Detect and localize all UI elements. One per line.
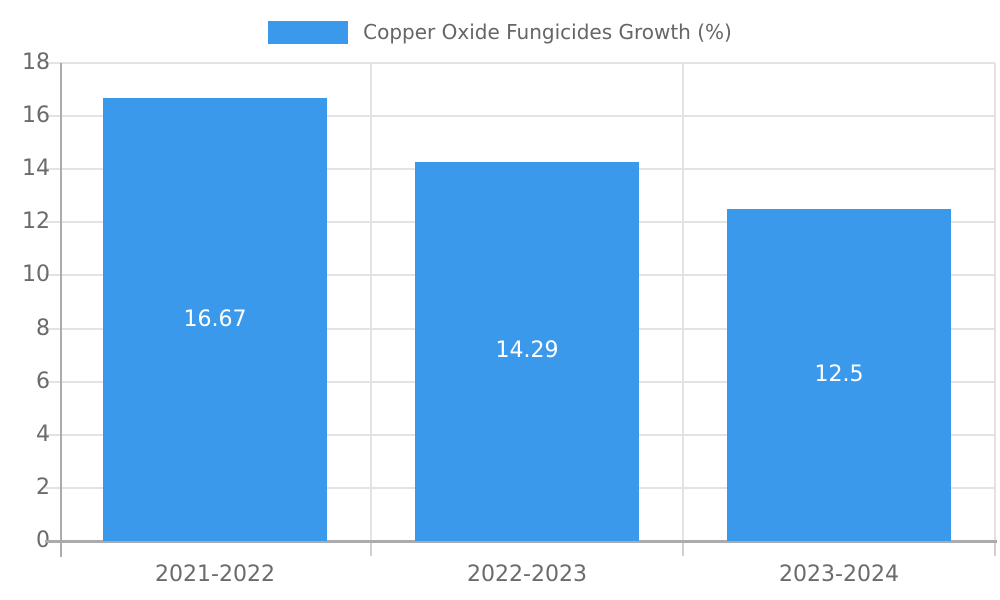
y-axis-tick-label: 10 [22, 262, 50, 288]
bar-value-label: 16.67 [183, 306, 247, 332]
bar [415, 161, 639, 541]
y-axis-tick-label: 0 [36, 528, 50, 553]
y-axis-tick-label: 8 [36, 315, 50, 341]
bar [103, 98, 327, 541]
y-gridline [45, 62, 995, 64]
x-axis-tick-mark [370, 542, 372, 556]
y-gridline [45, 115, 995, 118]
x-gridline [994, 63, 996, 541]
x-axis-tick-mark [994, 542, 996, 556]
chart-legend[interactable]: Copper Oxide Fungicides Growth (%) [0, 17, 1000, 47]
y-axis-tick-label: 16 [22, 103, 50, 129]
x-gridline [682, 63, 684, 541]
bar-value-label: 14.29 [495, 338, 559, 364]
x-axis-category-label: 2021-2022 [155, 562, 275, 587]
x-axis-category-label: 2023-2024 [779, 562, 899, 587]
y-axis-tick-label: 18 [22, 50, 50, 75]
y-axis-tick-label: 12 [22, 209, 50, 235]
x-axis-line [45, 540, 997, 543]
legend-label: Copper Oxide Fungicides Growth (%) [363, 20, 732, 44]
legend-swatch [268, 20, 349, 44]
x-axis-category-label: 2022-2023 [467, 562, 587, 587]
y-axis-tick-label: 4 [36, 421, 50, 447]
y-axis-line [60, 63, 62, 557]
y-axis-tick-label: 2 [36, 474, 50, 500]
bar-value-label: 12.5 [814, 362, 864, 388]
x-axis-tick-mark [682, 542, 684, 556]
y-axis-tick-label: 14 [22, 156, 50, 182]
x-gridline [370, 63, 372, 541]
y-axis-tick-label: 6 [36, 368, 50, 394]
bar [727, 209, 951, 541]
